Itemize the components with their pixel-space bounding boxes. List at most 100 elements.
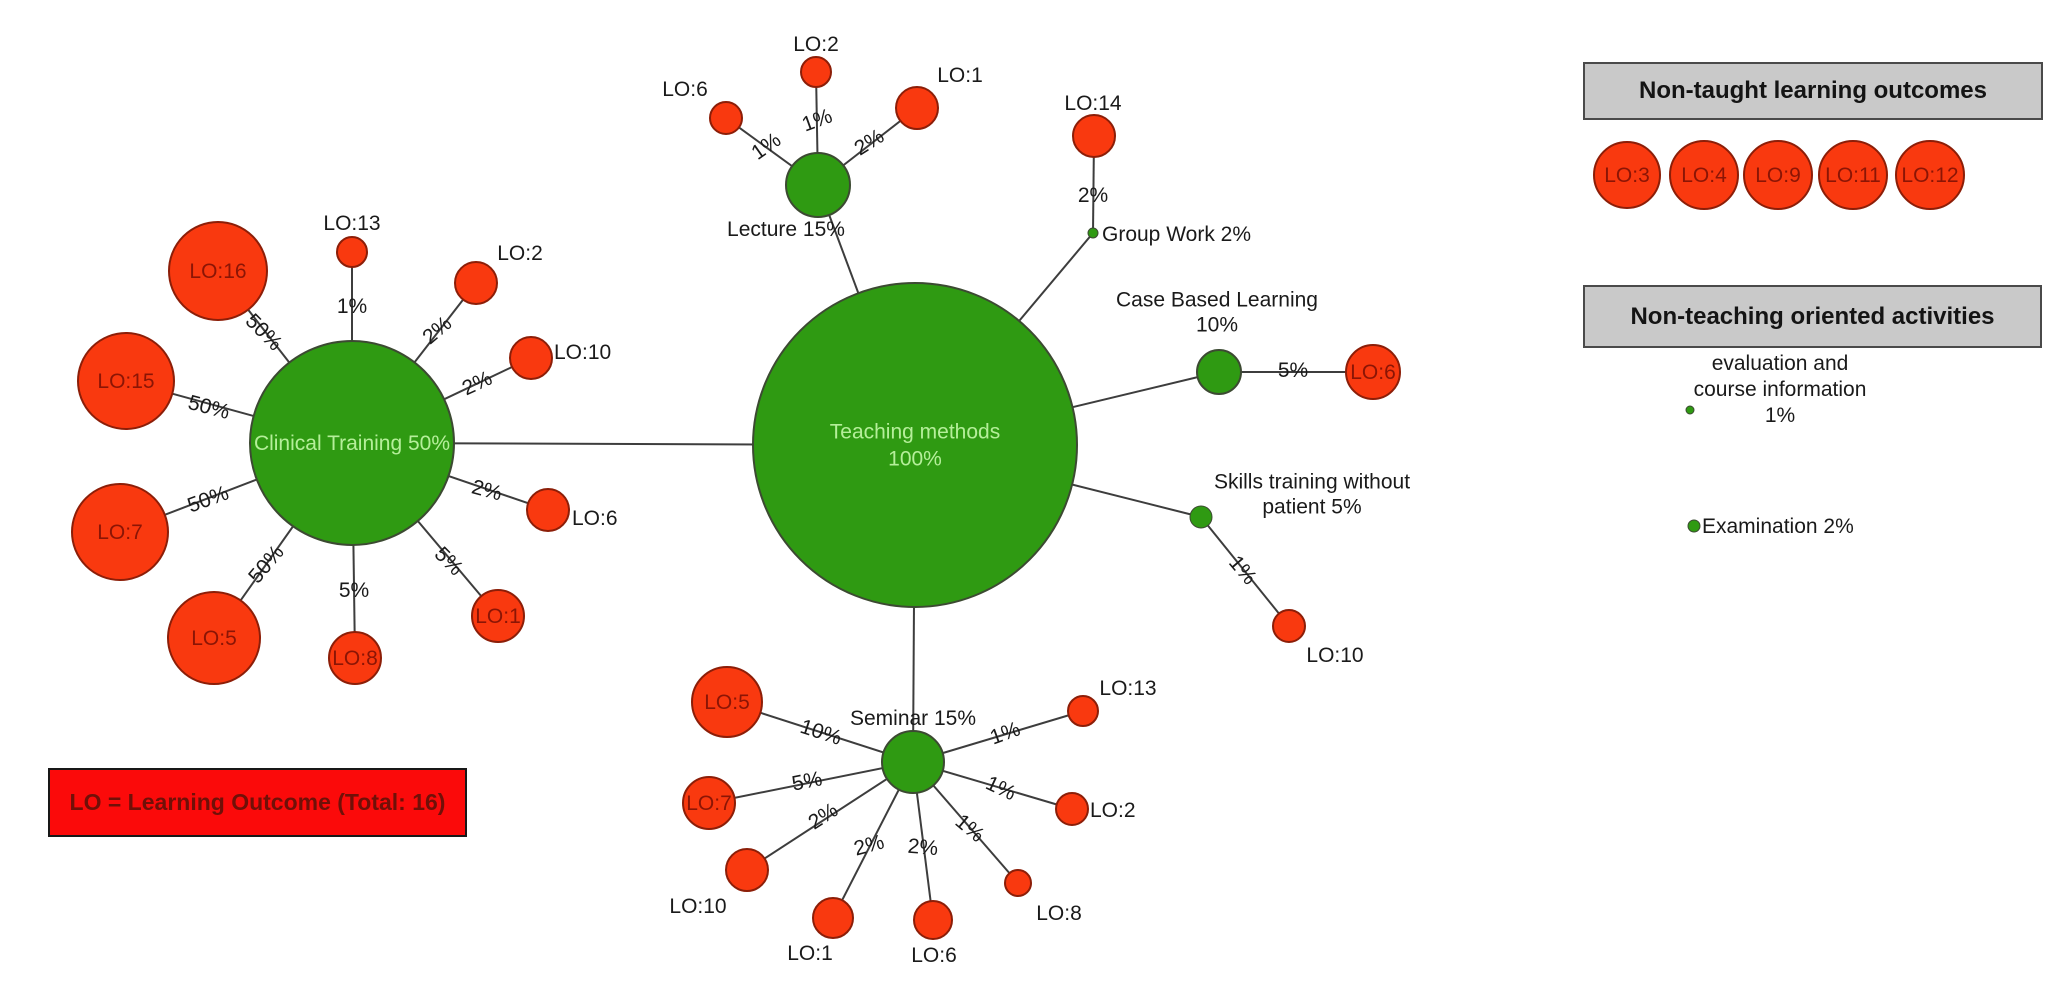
node-label-ct-lo8: LO:8: [332, 647, 378, 670]
case-based-label: Case Based Learning 10%: [1116, 288, 1318, 336]
legend-box: LO = Learning Outcome (Total: 16): [48, 768, 467, 837]
node-ct-lo1: [471, 589, 525, 643]
node-lec-lo2: [800, 56, 832, 88]
ct-lo2-label: LO:2: [497, 242, 543, 265]
sem-lo10-label: LO:10: [669, 895, 726, 918]
node-label-ct-lo15: LO:15: [97, 370, 154, 393]
seminar-label: Seminar 15%: [850, 707, 976, 730]
node-ct-lo2: [454, 261, 498, 305]
node-label-sem-lo5: LO:5: [704, 691, 750, 714]
edge-label: 10%: [797, 715, 844, 750]
node-cbl-lo6: [1345, 344, 1401, 400]
edge-label: 1%: [982, 771, 1019, 805]
node-label-nt-lo12: LO:12: [1901, 164, 1958, 187]
node-st-lo10: [1272, 609, 1306, 643]
lecture-label: Lecture 15%: [727, 218, 845, 241]
st-lo10-label: LO:10: [1306, 644, 1363, 667]
node-nt-lo11: [1818, 140, 1888, 210]
node-lec-lo1: [895, 86, 939, 130]
node-ct-lo5: [167, 591, 261, 685]
node-ct-lo6: [526, 488, 570, 532]
node-midcourse-dot: [1685, 405, 1695, 415]
edge-label: 2%: [851, 830, 886, 860]
sem-lo2-label: LO:2: [1090, 799, 1136, 822]
sem-lo8-label: LO:8: [1036, 902, 1082, 925]
edge-label: 2%: [1078, 184, 1108, 207]
edge-label: 2%: [907, 834, 939, 860]
edge-label: 1%: [337, 295, 367, 318]
group-work-label: Group Work 2%: [1102, 223, 1251, 246]
ct-lo13-label: LO:13: [323, 212, 380, 235]
sem-lo6-label: LO:6: [911, 944, 957, 967]
node-sem-lo13: [1067, 695, 1099, 727]
node-label-nt-lo3: LO:3: [1604, 164, 1650, 187]
node-sem-lo6: [913, 900, 953, 940]
node-ct-lo16: [168, 221, 268, 321]
node-ct-lo13: [336, 236, 368, 268]
node-nt-lo3: [1593, 141, 1661, 209]
node-nt-lo4: [1669, 140, 1739, 210]
node-sem-lo5: [691, 666, 763, 738]
node-sem-lo2: [1055, 792, 1089, 826]
node-label-teaching-methods: Teaching methods 100%: [830, 420, 1000, 470]
edge-line: [746, 761, 914, 871]
node-label-nt-lo11: LO:11: [1825, 164, 1881, 187]
edge-label: 2%: [458, 366, 495, 400]
node-lecture: [785, 152, 851, 218]
edge-label: 2%: [469, 475, 504, 505]
node-clinical-training: [249, 340, 455, 546]
lec-lo2-label: LO:2: [793, 33, 839, 56]
edge-label: 5%: [790, 767, 824, 795]
gw-lo14-label: LO:14: [1064, 92, 1122, 115]
lec-lo6-label: LO:6: [662, 78, 708, 101]
node-sem-lo8: [1004, 869, 1032, 897]
edge-label: 5%: [339, 579, 369, 602]
node-sem-lo7: [682, 776, 736, 830]
edge-label: 1%: [1224, 551, 1261, 589]
ct-lo10-label: LO:10: [554, 341, 611, 364]
node-label-nt-lo9: LO:9: [1755, 164, 1801, 187]
node-ct-lo8: [328, 631, 382, 685]
node-sem-lo1: [812, 897, 854, 939]
edge-label: 1%: [747, 128, 785, 164]
node-nt-lo9: [1743, 140, 1813, 210]
edge-label: 50%: [241, 309, 287, 355]
node-case-based-learning: [1196, 349, 1242, 395]
examination-label: Examination 2%: [1702, 515, 1854, 538]
node-label-cbl-lo6: LO:6: [1350, 361, 1396, 384]
node-label-clinical-training: Clinical Training 50%: [254, 432, 450, 455]
node-ct-lo7: [71, 483, 169, 581]
node-group-work: [1087, 227, 1099, 239]
edge-line: [1200, 516, 1290, 627]
node-teaching-methods: [752, 282, 1078, 608]
node-seminar: [881, 730, 945, 794]
node-lec-lo6: [709, 101, 743, 135]
node-ct-lo15: [77, 332, 175, 430]
non-teaching-activities-header: Non-teaching oriented activities: [1583, 285, 2042, 348]
node-label-ct-lo7: LO:7: [97, 521, 143, 544]
node-skills-training: [1189, 505, 1213, 529]
ct-lo6-label: LO:6: [572, 507, 618, 530]
sem-lo13-label: LO:13: [1099, 677, 1156, 700]
node-examination-dot: [1687, 519, 1701, 533]
edge-line: [708, 761, 914, 804]
node-sem-lo10: [725, 848, 769, 892]
node-label-ct-lo5: LO:5: [191, 627, 237, 650]
node-label-sem-lo7: LO:7: [686, 792, 732, 815]
node-label-ct-lo1: LO:1: [475, 605, 521, 628]
lec-lo1-label: LO:1: [937, 64, 983, 87]
node-label-nt-lo4: LO:4: [1681, 164, 1727, 187]
edge-label: 1%: [951, 809, 989, 846]
node-nt-lo12: [1895, 140, 1965, 210]
node-gw-lo14: [1072, 114, 1116, 158]
sem-lo1-label: LO:1: [787, 942, 833, 965]
edge-label: 50%: [184, 481, 231, 517]
edge-label: 5%: [1278, 359, 1308, 382]
edge-label: 1%: [987, 717, 1023, 749]
node-label-ct-lo16: LO:16: [189, 260, 246, 283]
edge-label: 1%: [799, 104, 835, 136]
node-ct-lo10: [509, 336, 553, 380]
edge-label: 50%: [244, 541, 289, 588]
